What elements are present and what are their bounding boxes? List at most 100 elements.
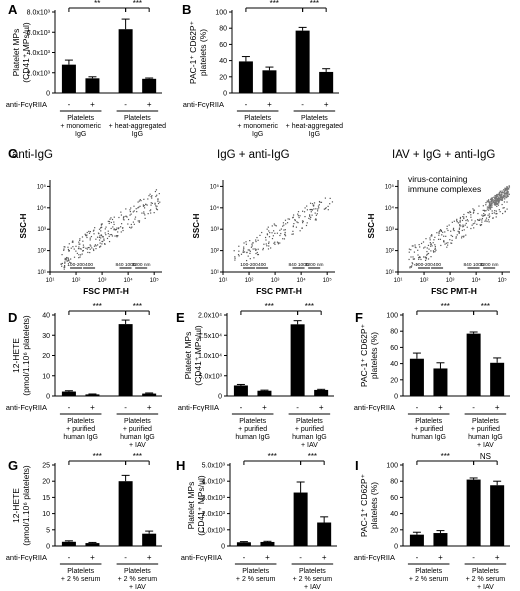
group-label: + heat-aggregated (286, 123, 344, 130)
data-point (465, 216, 467, 218)
data-point (255, 248, 257, 251)
data-point (259, 234, 261, 236)
data-point (133, 205, 135, 207)
data-point (80, 254, 82, 256)
data-point (479, 224, 481, 226)
data-point (506, 193, 508, 195)
data-point (459, 225, 461, 227)
data-point (87, 247, 89, 249)
data-point (502, 207, 504, 209)
data-point (506, 208, 508, 210)
data-point (159, 201, 161, 203)
significance-label: *** (308, 452, 317, 461)
data-point (502, 191, 504, 194)
data-point (424, 246, 426, 248)
data-point (503, 198, 506, 200)
data-point (268, 236, 271, 238)
data-point (496, 203, 498, 205)
data-point (492, 201, 494, 204)
data-point (434, 251, 436, 253)
data-point (503, 195, 506, 197)
data-point (64, 257, 66, 260)
treatment-sign: - (240, 403, 243, 412)
data-point (91, 247, 93, 249)
data-point (299, 230, 301, 232)
y-tick-label: 2.0x10³ (202, 511, 226, 518)
data-point (469, 210, 471, 213)
data-point (120, 231, 122, 233)
data-point (438, 230, 441, 232)
treatment-label: anti-FcγRIIA (183, 100, 224, 109)
data-point (467, 220, 469, 222)
data-point (418, 258, 420, 260)
data-point (73, 248, 75, 250)
data-point (129, 226, 131, 228)
group-label: Platelets (242, 568, 269, 575)
data-point (417, 254, 419, 256)
bar (295, 30, 310, 94)
data-point (430, 235, 432, 237)
data-point (245, 259, 248, 262)
data-point (120, 211, 122, 213)
data-point (494, 195, 496, 197)
data-point (503, 195, 505, 198)
data-point (497, 200, 499, 202)
data-point (135, 208, 137, 210)
data-point (148, 195, 150, 197)
data-point (75, 245, 77, 247)
data-point (269, 232, 271, 234)
group-label: + monomeric (60, 123, 101, 130)
data-point (434, 236, 436, 238)
data-point (460, 225, 462, 227)
data-point (430, 256, 432, 258)
group-label: + 2 % serum (466, 576, 506, 583)
data-point (99, 235, 101, 237)
data-point (277, 242, 279, 244)
data-point (67, 246, 69, 248)
data-point (311, 203, 314, 205)
data-point (329, 203, 331, 205)
data-point (139, 199, 141, 201)
data-point (505, 196, 508, 199)
data-point (63, 264, 66, 267)
data-point (466, 226, 468, 228)
data-point (441, 234, 443, 236)
treatment-sign: - (124, 100, 127, 109)
data-point (77, 248, 80, 250)
data-point (101, 240, 103, 243)
data-point (138, 220, 141, 222)
data-point (247, 255, 249, 257)
data-point (430, 250, 432, 252)
treatment-sign: + (495, 403, 500, 412)
data-point (504, 192, 507, 195)
data-point (95, 238, 97, 240)
treatment-sign: - (472, 403, 475, 412)
data-point (426, 247, 428, 249)
data-point (120, 226, 122, 228)
data-point (134, 216, 137, 218)
data-point (286, 222, 289, 224)
x-tick-label: 10² (72, 278, 81, 284)
data-point (142, 205, 145, 207)
size-marker-label: 3200 nm (305, 262, 324, 268)
data-point (429, 237, 431, 239)
data-point (444, 231, 446, 233)
significance-label: NS (480, 452, 491, 461)
data-point (329, 197, 331, 199)
data-point (268, 242, 270, 245)
data-point (500, 194, 503, 196)
data-point (459, 216, 462, 219)
data-point (480, 224, 482, 227)
data-point (234, 259, 236, 261)
data-point (100, 227, 102, 229)
x-tick-label: 10² (420, 278, 429, 284)
group-label: + IAV (129, 442, 146, 449)
data-point (155, 189, 158, 191)
data-point (117, 227, 120, 230)
bar (260, 541, 275, 546)
data-point (320, 201, 323, 203)
data-point (122, 216, 125, 219)
y-tick-label: 10² (210, 249, 219, 255)
data-point (93, 245, 96, 247)
y-tick-label: 20 (42, 353, 50, 360)
